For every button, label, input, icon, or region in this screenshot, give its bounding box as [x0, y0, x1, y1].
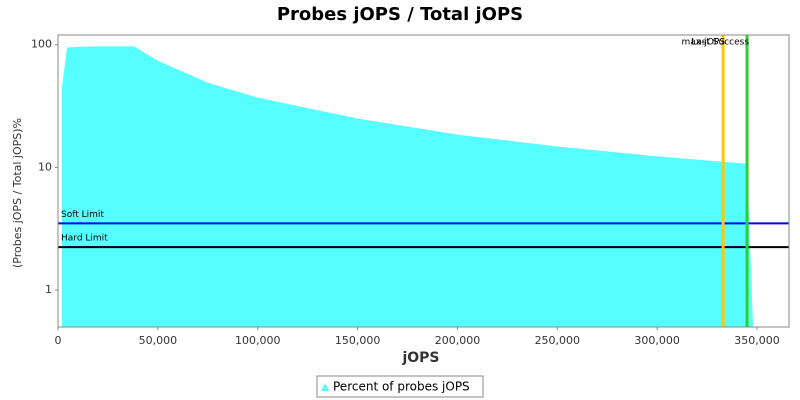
x-tick-label: 50,000: [139, 334, 178, 347]
threshold-label: Soft Limit: [61, 210, 104, 220]
x-tick-label: 300,000: [634, 334, 680, 347]
marker-label: Last Success: [691, 38, 749, 48]
y-axis-label: (Probes jOPS / Total jOPS)%: [11, 118, 24, 268]
x-tick-label: 150,000: [335, 334, 381, 347]
threshold-label: Hard Limit: [61, 234, 108, 244]
x-tick-label: 200,000: [435, 334, 481, 347]
y-tick-label: 1: [45, 283, 52, 296]
legend: Percent of probes jOPS: [316, 375, 484, 398]
y-tick-label: 100: [31, 38, 52, 51]
x-tick-label: 0: [55, 334, 62, 347]
legend-box: [316, 375, 484, 398]
x-tick-label: 250,000: [535, 334, 581, 347]
x-tick-label: 100,000: [235, 334, 281, 347]
y-tick-label: 10: [38, 160, 52, 173]
marker-label: max-jOPS: [681, 38, 725, 48]
x-tick-label: 350,000: [734, 334, 780, 347]
plot-border: [57, 34, 790, 328]
legend-swatch: [321, 383, 329, 391]
chart-title: Probes jOPS / Total jOPS: [277, 4, 523, 25]
area: [61, 46, 754, 327]
legend-label: Percent of probes jOPS: [333, 380, 470, 394]
x-axis-label: jOPS: [401, 350, 439, 366]
